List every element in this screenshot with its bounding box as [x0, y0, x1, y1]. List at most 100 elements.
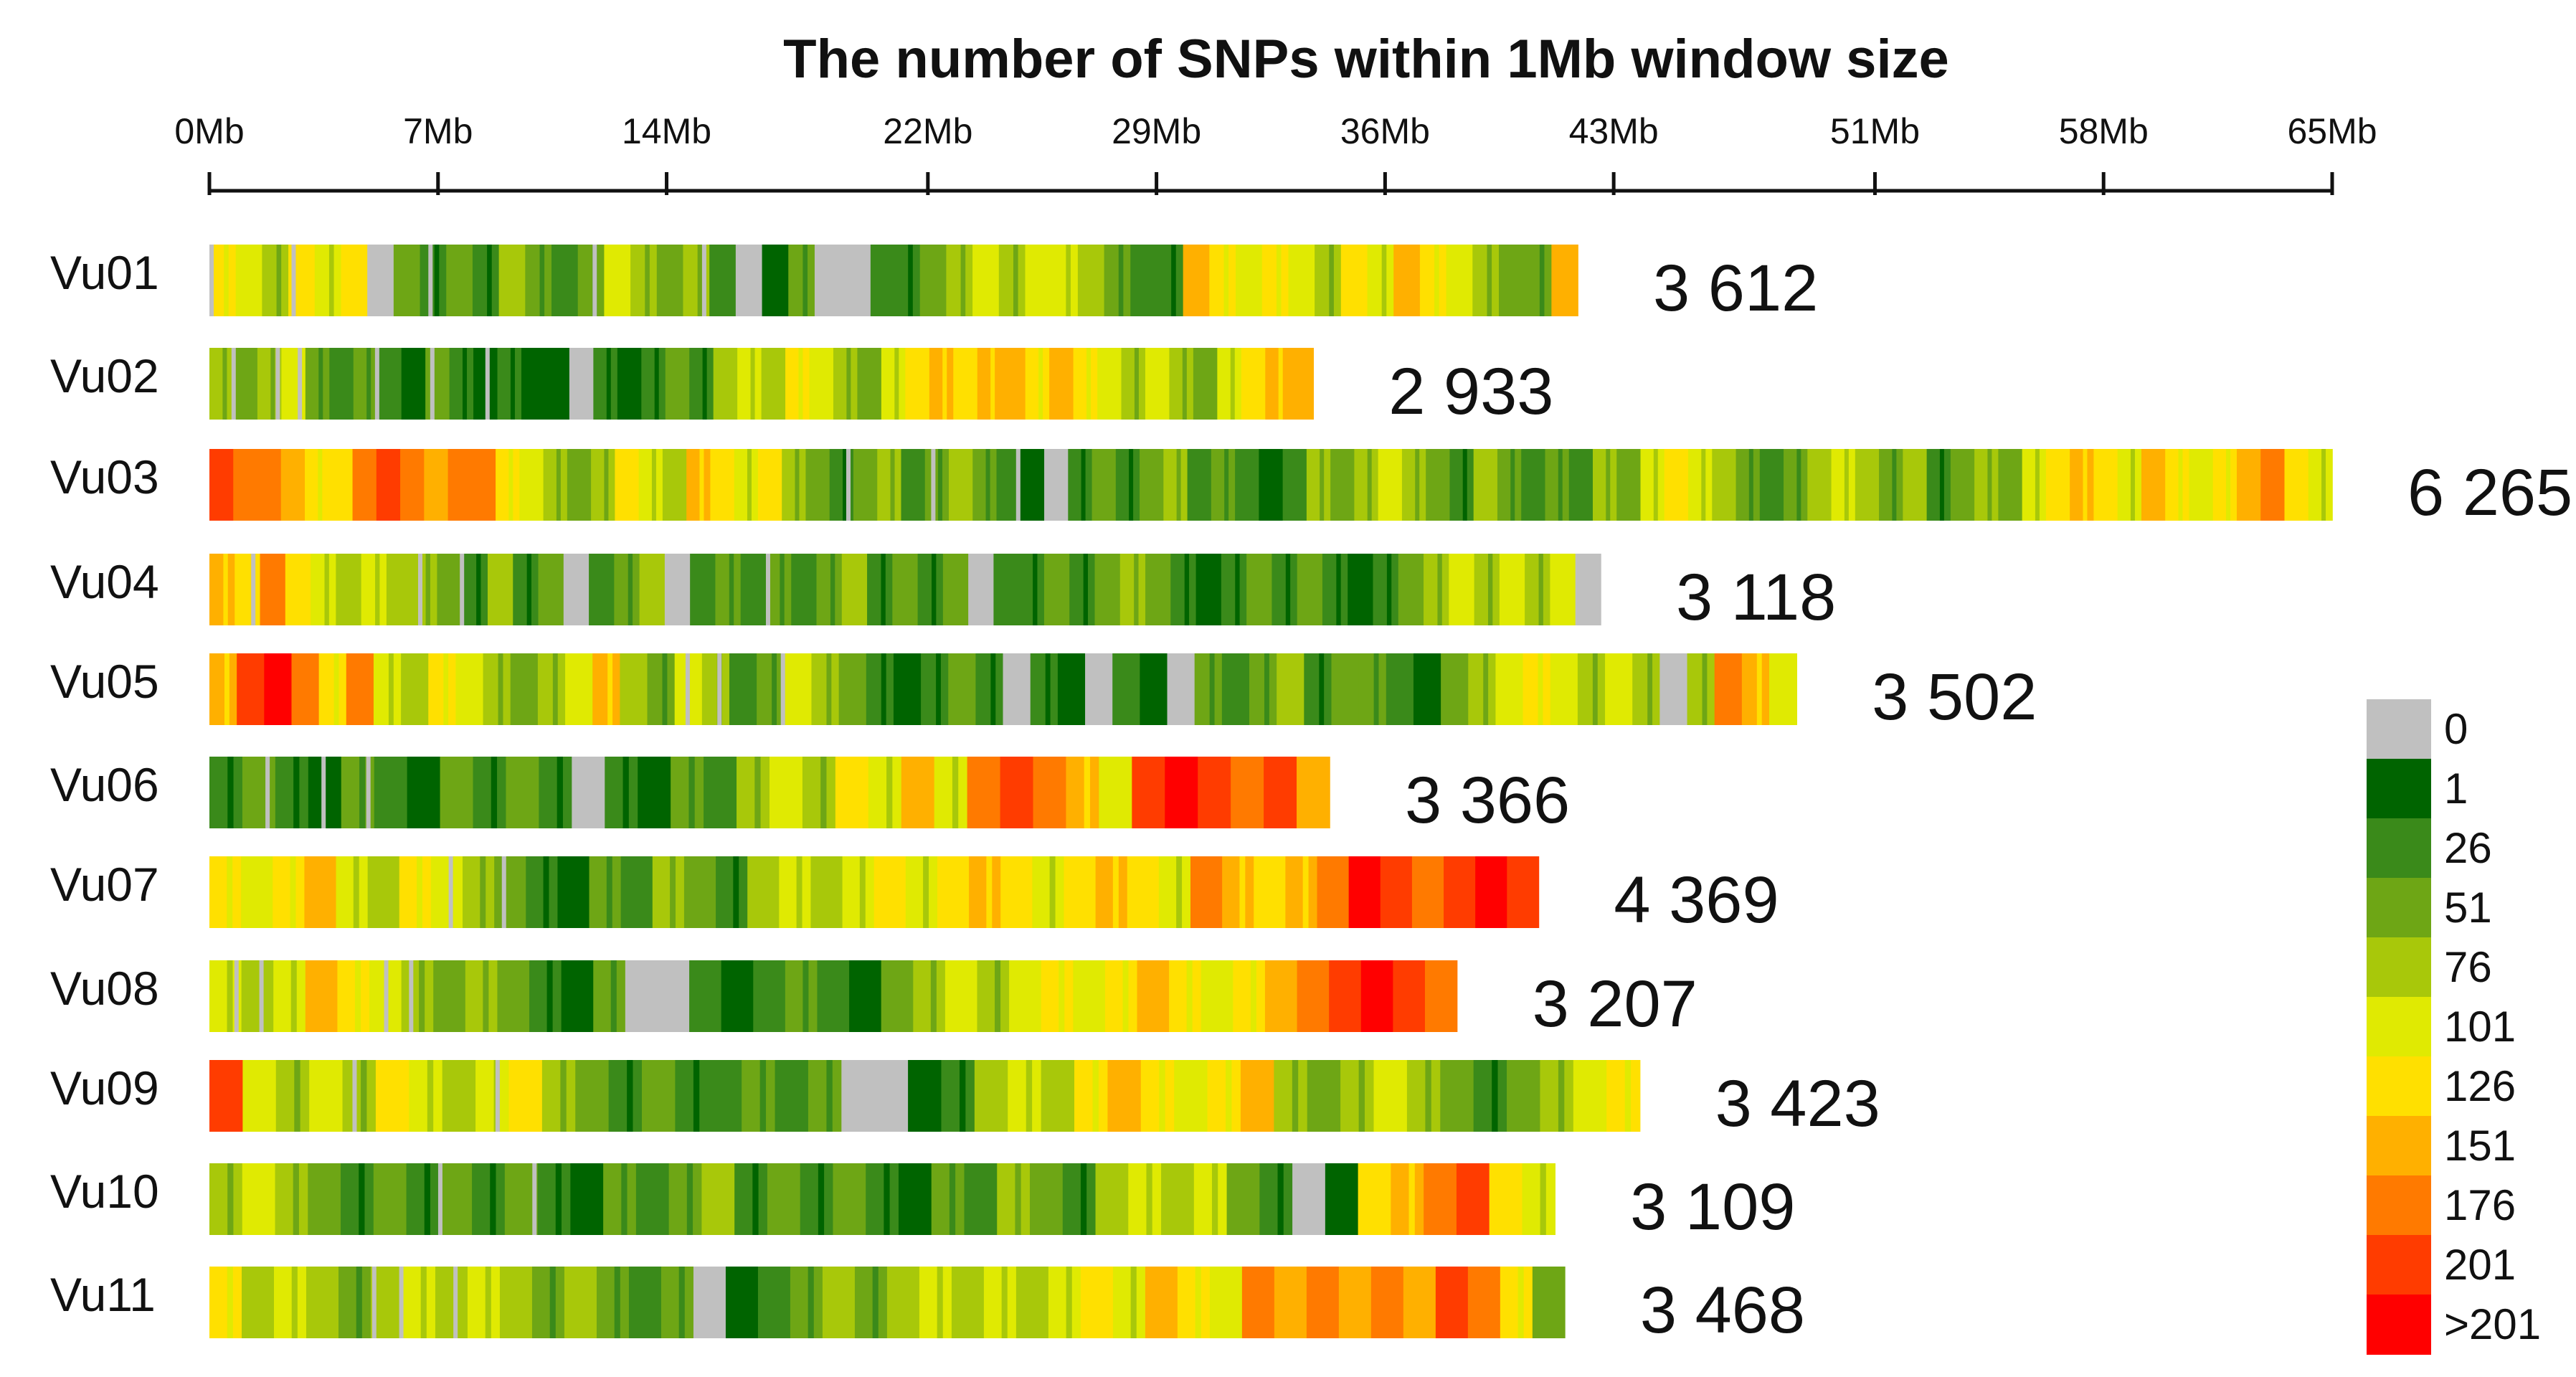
- density-stripe: [606, 856, 612, 928]
- gap-stripe: [866, 245, 871, 316]
- density-cell: [1121, 348, 1146, 420]
- density-cell: [1265, 348, 1290, 420]
- density-cell: [541, 1060, 577, 1132]
- density-cell: [209, 348, 235, 420]
- density-cell: [401, 348, 426, 420]
- gap-stripe: [209, 245, 214, 316]
- density-cell: [342, 1060, 377, 1132]
- density-cell: [853, 449, 879, 521]
- density-cell: [1338, 1267, 1372, 1338]
- density-stripe: [1130, 1267, 1137, 1338]
- density-cell: [668, 1163, 703, 1235]
- snp-total-label: 3 366: [1405, 764, 1570, 837]
- density-stripe: [1184, 554, 1190, 625]
- density-cell: [977, 960, 1010, 1032]
- density-cell: [593, 348, 618, 420]
- density-stripe: [1084, 757, 1090, 828]
- density-cell: [1261, 245, 1289, 316]
- density-stripe: [1748, 449, 1753, 521]
- chromosome-label: Vu06: [50, 758, 159, 811]
- density-stripe: [1358, 1060, 1365, 1132]
- density-cell: [1540, 1060, 1574, 1132]
- density-cell: [428, 653, 457, 725]
- density-cell: [1274, 1267, 1307, 1338]
- density-cell: [367, 245, 394, 316]
- density-cell: [742, 1060, 776, 1132]
- density-cell: [614, 554, 640, 625]
- density-stripe: [729, 554, 734, 625]
- density-cell: [1386, 653, 1414, 725]
- chromosome-row-vu11: Vu11 3 468: [50, 1267, 1805, 1347]
- density-cell: [1020, 449, 1045, 521]
- density-stripe: [417, 856, 422, 928]
- density-cell: [833, 1163, 867, 1235]
- density-cell: [1306, 449, 1331, 521]
- density-stripe: [1129, 449, 1134, 521]
- density-stripe: [425, 554, 430, 625]
- gap-stripe: [409, 960, 414, 1032]
- density-cell: [570, 1163, 604, 1235]
- density-cell: [1306, 1267, 1340, 1338]
- gap-stripe: [291, 245, 296, 316]
- gap-stripe: [1003, 653, 1008, 725]
- density-cell: [1497, 449, 1523, 521]
- legend-label: 76: [2444, 943, 2492, 991]
- density-cell: [1784, 449, 1809, 521]
- density-cell: [275, 1163, 309, 1235]
- density-cell: [305, 348, 331, 420]
- density-cell: [2236, 449, 2262, 521]
- density-stripe: [960, 245, 966, 316]
- density-cell: [1209, 245, 1236, 316]
- density-stripe: [881, 653, 886, 725]
- density-cell: [1348, 856, 1381, 928]
- density-stripe: [693, 1060, 700, 1132]
- density-cell: [905, 348, 930, 420]
- density-cell: [998, 245, 1026, 316]
- density-cell: [892, 554, 919, 625]
- legend-swatch: [2367, 997, 2431, 1057]
- gap-stripe: [485, 348, 490, 420]
- density-cell: [1367, 245, 1394, 316]
- density-stripe: [1302, 856, 1309, 928]
- gap-stripe: [460, 554, 465, 625]
- density-cell: [975, 653, 1004, 725]
- density-stripe: [1186, 960, 1193, 1032]
- density-cell: [767, 1163, 801, 1235]
- density-cell: [662, 449, 687, 521]
- density-cell: [921, 653, 950, 725]
- density-cell: [1163, 449, 1188, 521]
- density-cell: [734, 1163, 768, 1235]
- density-cell: [462, 554, 488, 625]
- density-cell: [1041, 1060, 1075, 1132]
- density-cell: [1616, 449, 1642, 521]
- density-cell: [1507, 856, 1540, 928]
- density-cell: [1401, 449, 1426, 521]
- x-tick-label: 29Mb: [1112, 111, 1201, 151]
- density-cell: [779, 856, 812, 928]
- density-cell: [977, 348, 1003, 420]
- density-cell: [529, 960, 562, 1032]
- density-cell: [1119, 554, 1146, 625]
- density-cell: [425, 348, 450, 420]
- density-cell: [1714, 653, 1743, 725]
- density-stripe: [560, 1060, 567, 1132]
- density-cell: [537, 1163, 572, 1235]
- density-stripe: [1176, 856, 1183, 928]
- density-stripe: [2226, 449, 2230, 521]
- density-stripe: [483, 960, 489, 1032]
- density-cell: [1140, 653, 1168, 725]
- density-cell: [1140, 449, 1165, 521]
- gap-stripe: [384, 960, 389, 1032]
- density-cell: [1097, 348, 1122, 420]
- density-cell: [1169, 348, 1194, 420]
- density-cell: [209, 449, 235, 521]
- density-cell: [1177, 1267, 1211, 1338]
- density-cell: [2022, 449, 2047, 521]
- density-cell: [2093, 449, 2118, 521]
- density-cell: [657, 960, 690, 1032]
- density-cell: [708, 1060, 742, 1132]
- density-cell: [686, 449, 711, 521]
- density-cell: [1500, 1267, 1533, 1338]
- density-stripe: [752, 1163, 759, 1235]
- density-stripe: [884, 1163, 890, 1235]
